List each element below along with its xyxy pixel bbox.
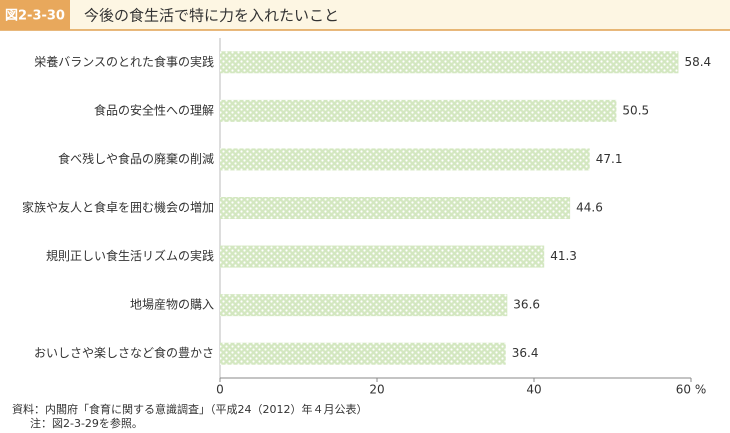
figure-label: 図2-3-30 xyxy=(5,9,65,24)
bar-pattern xyxy=(220,342,506,365)
value-label: 44.6 xyxy=(576,201,603,215)
header-band xyxy=(0,0,730,30)
bar-pattern xyxy=(220,99,617,122)
value-label: 36.4 xyxy=(512,346,539,360)
source-note: 資料：内閣府「食育に関する意識調査」（平成24（2012）年４月公表） xyxy=(12,402,368,416)
bar-pattern xyxy=(220,197,571,219)
y-tick-label: おいしさや楽しさなど食の豊かさ xyxy=(34,345,214,360)
bar-pattern xyxy=(220,245,545,268)
value-label: 36.6 xyxy=(513,298,540,312)
y-tick-label: 家族や友人と食卓を囲む機会の増加 xyxy=(22,200,214,215)
bar-pattern xyxy=(220,148,590,171)
value-label: 41.3 xyxy=(550,249,577,263)
value-label: 50.5 xyxy=(622,103,649,117)
bar-pattern xyxy=(220,51,679,74)
value-label: 58.4 xyxy=(684,55,711,69)
chart-title: 今後の食生活で特に力を入れたいこと xyxy=(84,7,339,25)
value-label: 47.1 xyxy=(596,152,623,166)
y-tick-label: 食べ残しや食品の廃棄の削減 xyxy=(58,151,214,166)
y-tick-label: 栄養バランスのとれた食事の実践 xyxy=(34,54,214,69)
bar-pattern xyxy=(220,294,508,317)
figure-label-box xyxy=(0,0,70,30)
x-tick-label: 60 % xyxy=(676,383,707,397)
x-tick-label: 20 xyxy=(369,383,384,397)
y-tick-label: 規則正しい食生活リズムの実践 xyxy=(46,248,214,263)
y-tick-label: 地場産物の購入 xyxy=(130,297,214,312)
x-tick-label: 0 xyxy=(216,383,224,397)
footnote: 注：図2-3-29を参照。 xyxy=(30,416,143,429)
x-tick-label: 40 xyxy=(526,383,541,397)
y-tick-label: 食品の安全性への理解 xyxy=(94,102,214,117)
